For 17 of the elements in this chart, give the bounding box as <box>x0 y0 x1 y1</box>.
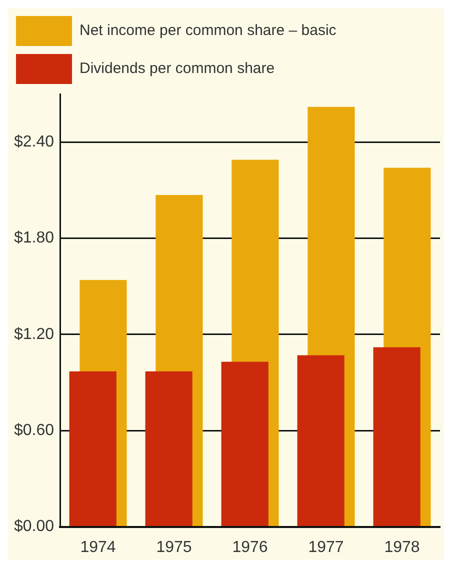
bar <box>373 347 420 526</box>
y-tick-label: $1.20 <box>14 326 54 343</box>
bar <box>69 371 116 526</box>
x-tick-label: 1976 <box>232 538 268 556</box>
y-tick-label: $2.40 <box>14 133 54 150</box>
x-tick-label: 1978 <box>384 538 420 556</box>
x-tick-label: 1974 <box>80 538 116 556</box>
x-tick-label: 1977 <box>308 538 344 556</box>
bar <box>221 362 268 526</box>
bar <box>145 371 192 526</box>
x-tick-label: 1975 <box>156 538 192 556</box>
legend-label: Dividends per common share <box>80 60 275 78</box>
bar <box>297 355 344 526</box>
y-tick-label: $0.60 <box>14 422 54 440</box>
y-tick-label: $1.80 <box>14 230 54 247</box>
y-tick-label: $0.00 <box>14 518 54 536</box>
legend-label: Net income per common share – basic <box>80 22 337 40</box>
